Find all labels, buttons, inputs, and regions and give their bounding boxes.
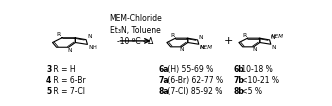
Text: N: N bbox=[199, 35, 203, 40]
Text: N: N bbox=[272, 45, 276, 50]
Text: N: N bbox=[200, 45, 204, 50]
Text: (6-Br) 62-77 %: (6-Br) 62-77 % bbox=[165, 76, 223, 85]
Text: N: N bbox=[87, 34, 92, 39]
Text: 6b: 6b bbox=[233, 65, 244, 74]
Text: 6a: 6a bbox=[159, 65, 169, 74]
Text: -10 ºC - Δ: -10 ºC - Δ bbox=[117, 37, 154, 46]
Text: +: + bbox=[224, 36, 233, 46]
Text: R: R bbox=[56, 32, 61, 37]
Text: N: N bbox=[180, 47, 184, 52]
Text: Et₃N, Toluene: Et₃N, Toluene bbox=[110, 26, 161, 35]
Text: 3: 3 bbox=[46, 65, 51, 74]
Text: MEM-Chloride: MEM-Chloride bbox=[109, 14, 162, 23]
Text: N: N bbox=[67, 48, 71, 53]
Text: 8b: 8b bbox=[233, 87, 244, 96]
Text: <5 %: <5 % bbox=[239, 87, 262, 96]
Text: R: R bbox=[170, 33, 174, 38]
Text: 4: 4 bbox=[46, 76, 51, 85]
Text: R: R bbox=[242, 33, 246, 38]
Text: MEM: MEM bbox=[271, 34, 284, 39]
Text: 10-18 %: 10-18 % bbox=[239, 65, 273, 74]
Text: 7a: 7a bbox=[159, 76, 169, 85]
Text: (H) 55-69 %: (H) 55-69 % bbox=[165, 65, 213, 74]
Text: 8a: 8a bbox=[159, 87, 169, 96]
Text: N: N bbox=[88, 45, 93, 50]
Text: N: N bbox=[271, 35, 275, 40]
Text: (7-Cl) 85-92 %: (7-Cl) 85-92 % bbox=[165, 87, 223, 96]
Text: <10-21 %: <10-21 % bbox=[239, 76, 279, 85]
Text: R = H: R = H bbox=[51, 65, 76, 74]
Text: N: N bbox=[252, 47, 256, 52]
Text: 7b: 7b bbox=[233, 76, 244, 85]
Text: H: H bbox=[93, 45, 96, 50]
Text: R = 6-Br: R = 6-Br bbox=[51, 76, 86, 85]
Text: 5: 5 bbox=[46, 87, 51, 96]
Text: R = 7-Cl: R = 7-Cl bbox=[51, 87, 85, 96]
Text: MEM: MEM bbox=[200, 45, 213, 50]
